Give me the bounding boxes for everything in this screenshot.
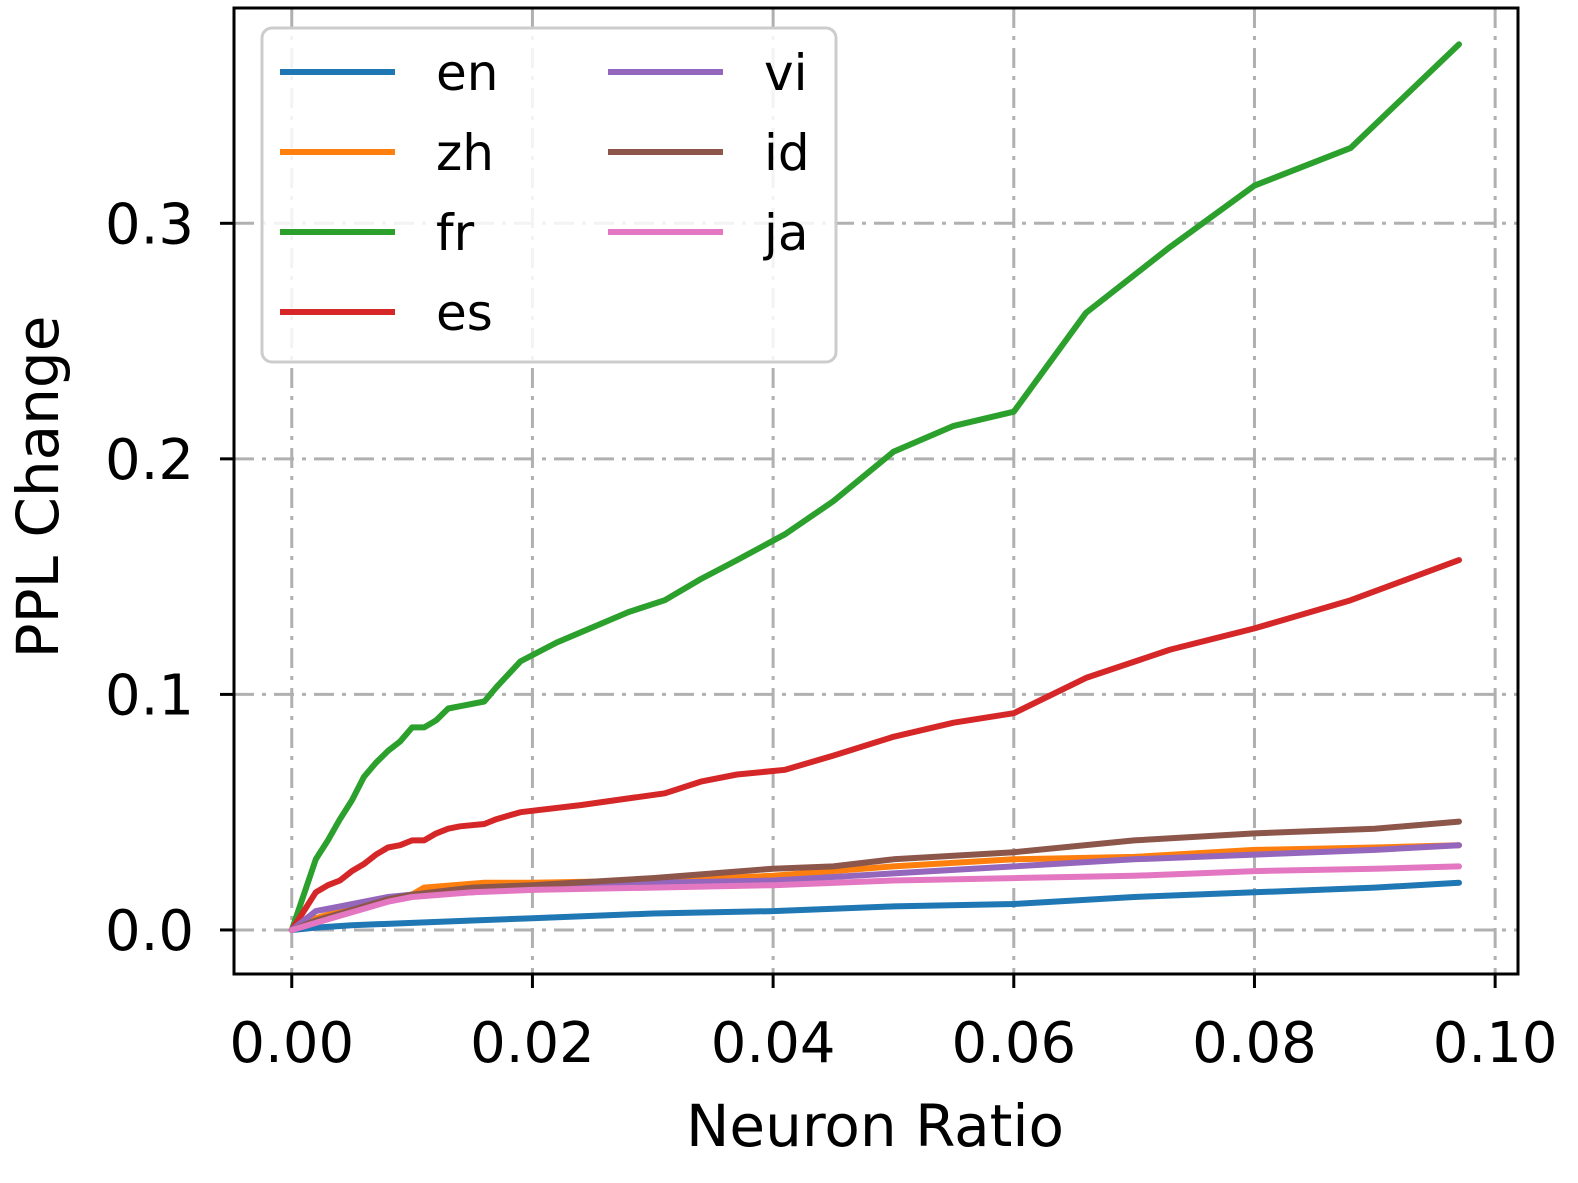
legend-label-es: es (436, 284, 493, 342)
x-tick-label: 0.02 (470, 1011, 595, 1076)
x-axis-label: Neuron Ratio (686, 1092, 1064, 1160)
x-tick-label: 0.08 (1192, 1011, 1317, 1076)
legend-label-ja: ja (763, 204, 809, 262)
plot-area-border (232, 6, 1520, 976)
y-tick-label: 0.0 (105, 899, 194, 964)
legend-label-vi: vi (764, 44, 807, 102)
plot-frame (232, 6, 1520, 976)
legend-label-zh: zh (436, 124, 494, 182)
series-line-fr (288, 41, 1462, 933)
x-tick-label: 0.00 (229, 1011, 354, 1076)
x-tick-label: 0.04 (711, 1011, 836, 1076)
series-lines (288, 41, 1462, 933)
x-tick-label: 0.06 (951, 1011, 1076, 1076)
series-line-vi (288, 842, 1462, 933)
axis-ticks: 0.00 0.02 0.04 0.06 0.08 0.10 0.0 0.1 0.2 0.3 (105, 192, 1558, 1076)
series-line-ja (288, 863, 1462, 933)
legend-box (260, 26, 838, 364)
legend-label-fr: fr (436, 204, 475, 262)
legend: en zh fr es vi id ja (260, 26, 838, 364)
y-tick-label: 0.1 (105, 663, 194, 728)
series-line-en (288, 879, 1462, 933)
series-line-es (288, 557, 1462, 933)
legend-label-id: id (764, 124, 810, 182)
y-tick-label: 0.2 (105, 428, 194, 493)
legend-label-en: en (436, 44, 498, 102)
x-tick-label: 0.10 (1433, 1011, 1558, 1076)
y-axis-label: PPL Change (4, 316, 72, 659)
y-tick-label: 0.3 (105, 192, 194, 257)
